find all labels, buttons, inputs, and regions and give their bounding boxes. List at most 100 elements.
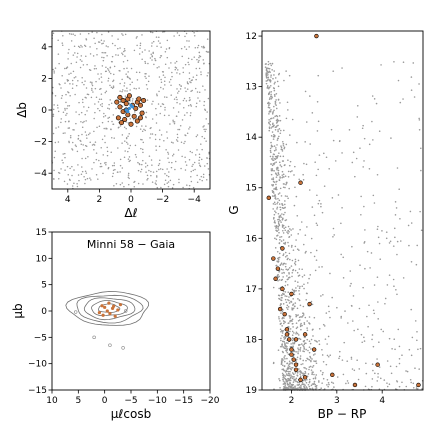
field-star xyxy=(171,75,173,78)
cmd-field-star xyxy=(273,89,276,92)
cmd-field-star xyxy=(283,338,286,340)
field-star xyxy=(154,57,156,60)
cmd-field-star xyxy=(393,227,396,230)
field-star xyxy=(82,144,84,146)
cmd-field-star xyxy=(303,348,305,350)
cmd-field-star xyxy=(296,307,299,310)
cmd-field-star xyxy=(376,380,379,382)
field-star xyxy=(60,168,62,170)
cmd-field-star xyxy=(293,204,296,207)
cmd-field-star xyxy=(268,67,271,70)
field-star xyxy=(81,133,83,136)
pm-member xyxy=(103,305,107,309)
cmd-field-star xyxy=(274,210,276,212)
field-star xyxy=(163,96,166,98)
cmd-field-star xyxy=(320,295,322,297)
cmd-field-star xyxy=(293,379,295,382)
y-tick-label: 0 xyxy=(41,307,47,317)
x-tick-label: 3 xyxy=(334,396,340,406)
field-star xyxy=(184,140,186,143)
member-star xyxy=(117,104,123,110)
cmd-field-star xyxy=(341,359,344,361)
cmd-field-star xyxy=(284,378,287,380)
cmd-field-star xyxy=(294,280,297,282)
cmd-field-star xyxy=(294,258,297,261)
cmd-field-star xyxy=(286,382,289,385)
cmd-field-star xyxy=(284,251,287,254)
field-star xyxy=(71,185,74,187)
field-star xyxy=(151,31,154,34)
cmd-member-star xyxy=(284,327,290,332)
field-star xyxy=(74,76,77,78)
cmd-field-star xyxy=(304,336,306,339)
cmd-field-star xyxy=(300,384,302,387)
cmd-field-star xyxy=(306,282,309,284)
cmd-field-star xyxy=(271,123,274,126)
field-star xyxy=(172,120,175,123)
cmd-member-star xyxy=(277,306,283,312)
field-star xyxy=(75,145,77,148)
cmd-field-star xyxy=(318,343,321,346)
field-star xyxy=(78,113,80,116)
field-star xyxy=(124,140,126,142)
cmd-field-star xyxy=(276,274,279,277)
field-star xyxy=(123,185,125,188)
cmd-field-star xyxy=(396,293,398,296)
field-star xyxy=(110,72,112,75)
field-star xyxy=(133,87,135,90)
field-star xyxy=(181,155,183,158)
cmd-field-star xyxy=(340,315,343,318)
field-star xyxy=(158,36,160,39)
cmd-field-star xyxy=(268,91,271,93)
cmd-field-star xyxy=(279,238,281,241)
cmd-field-star xyxy=(329,316,331,319)
field-star xyxy=(93,161,95,164)
field-star xyxy=(69,83,71,85)
cmd-field-star xyxy=(318,340,320,342)
cmd-field-star xyxy=(274,187,277,190)
field-star xyxy=(107,117,109,119)
cmd-field-star xyxy=(283,356,285,358)
field-star xyxy=(201,135,203,138)
field-star xyxy=(107,31,110,33)
field-star xyxy=(72,54,75,56)
field-star xyxy=(168,171,170,173)
cmd-field-star xyxy=(420,147,422,150)
cmd-field-star xyxy=(363,340,366,342)
cmd-field-star xyxy=(315,374,318,376)
field-star xyxy=(98,159,100,162)
cmd-field-star xyxy=(278,223,280,226)
field-star xyxy=(127,183,130,186)
field-star xyxy=(128,177,130,180)
field-star xyxy=(152,40,155,43)
cmd-field-star xyxy=(418,368,420,370)
field-star xyxy=(108,103,110,106)
field-star xyxy=(155,180,157,182)
cmd-field-star xyxy=(295,380,297,383)
cmd-field-star xyxy=(314,376,317,378)
field-star xyxy=(174,68,177,71)
cmd-field-star xyxy=(296,141,298,144)
field-star xyxy=(77,164,79,166)
field-star xyxy=(102,154,104,156)
cmd-field-star xyxy=(314,353,316,355)
cmd-field-star xyxy=(308,351,311,354)
cmd-field-star xyxy=(377,376,379,378)
field-star xyxy=(139,163,141,166)
field-star xyxy=(176,32,179,34)
cmd-field-star xyxy=(274,172,277,175)
cmd-field-star xyxy=(273,163,275,166)
field-star xyxy=(142,151,144,154)
field-star xyxy=(135,125,138,128)
cmd-field-star xyxy=(269,120,272,123)
member-star xyxy=(123,101,129,107)
cmd-field-star xyxy=(309,95,311,97)
cmd-field-star xyxy=(316,224,319,227)
field-star xyxy=(192,186,195,189)
cmd-field-star xyxy=(268,111,271,113)
cmd-field-star xyxy=(279,206,281,209)
cmd-field-star xyxy=(334,160,337,162)
cmd-field-star xyxy=(265,63,267,65)
cmd-field-star xyxy=(289,170,292,173)
